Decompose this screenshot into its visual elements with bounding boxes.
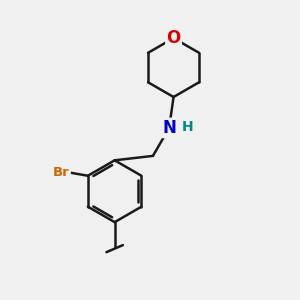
Text: O: O (167, 29, 181, 47)
Text: Br: Br (53, 166, 70, 179)
Text: H: H (182, 120, 193, 134)
Text: N: N (162, 119, 176, 137)
